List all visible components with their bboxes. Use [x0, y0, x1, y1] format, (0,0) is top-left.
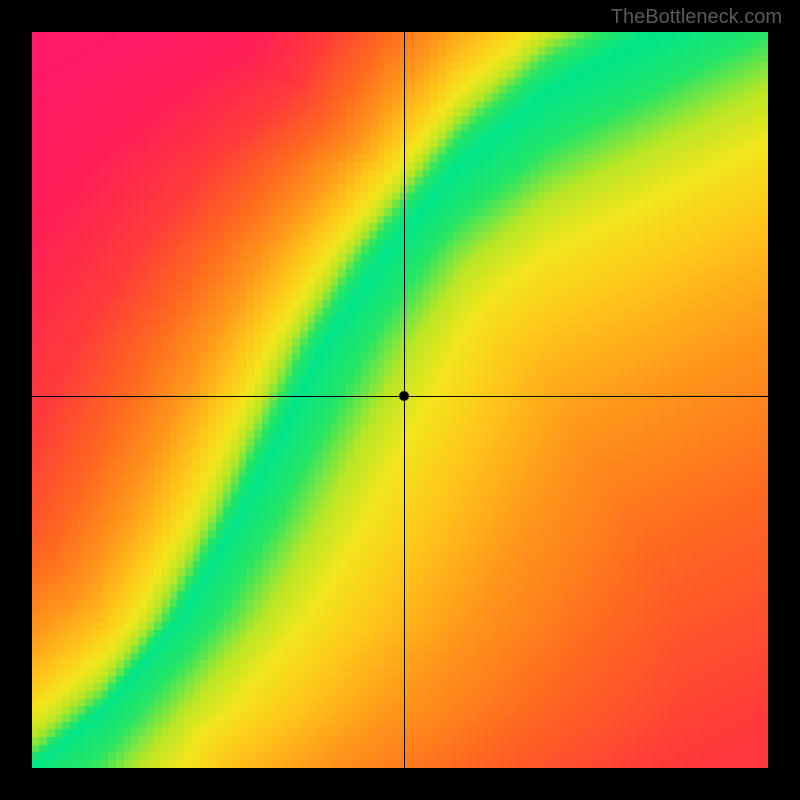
- heatmap-chart: [32, 32, 768, 768]
- watermark-text: TheBottleneck.com: [611, 6, 782, 29]
- crosshair-marker: [399, 391, 409, 401]
